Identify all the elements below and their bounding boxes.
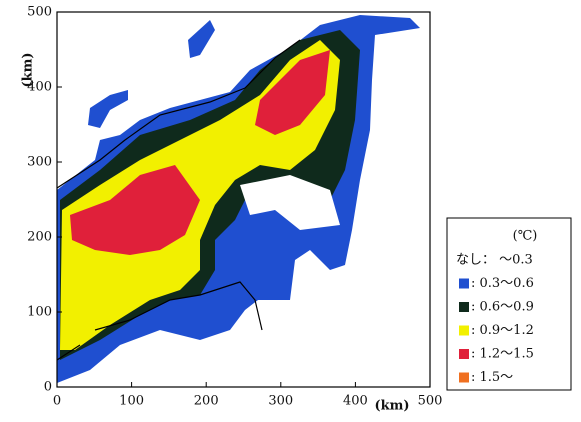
legend-label: なし： ～0.3 — [456, 253, 533, 268]
y-tick-label: 400 — [27, 80, 52, 95]
legend-label: : 1.2～1.5 — [471, 347, 534, 362]
coastline — [56, 39, 301, 361]
legend: なし： ～0.3 : 0.3～0.6 : 0.6～0.9 : 0.9～1.2 : 1.2… — [456, 253, 534, 386]
y-tick-label: 0 — [44, 380, 52, 395]
legend-label: : 0.3～0.6 — [471, 276, 534, 291]
y-tick-label: 300 — [27, 155, 52, 170]
x-tick-label: 300 — [268, 394, 293, 409]
region-blue — [88, 90, 128, 128]
y-tick-label: 100 — [27, 305, 52, 320]
x-tick-label: 200 — [194, 394, 219, 409]
y-tick-label: 200 — [27, 230, 52, 245]
plot-frame — [56, 11, 431, 388]
x-tick-label: 400 — [343, 394, 368, 409]
axes: 0 100 200 300 400 500 0 100 200 300 400 500 — [27, 5, 442, 409]
legend-swatch — [459, 372, 469, 383]
legend-swatch — [459, 278, 469, 289]
y-tick-label: 500 — [27, 5, 52, 20]
legend-unit: (℃) — [513, 229, 538, 244]
legend-label: : 0.6～0.9 — [471, 300, 534, 315]
x-tick-label: 500 — [418, 394, 443, 409]
region-blue — [188, 20, 215, 58]
legend-swatch — [459, 325, 469, 336]
legend-swatch — [459, 349, 469, 359]
x-tick-label: 0 — [53, 394, 61, 409]
legend-label: : 0.9～1.2 — [471, 323, 534, 338]
region-red — [255, 50, 330, 135]
region-white — [240, 175, 340, 230]
legend-swatch — [459, 302, 469, 312]
y-axis-label: (km) — [21, 52, 36, 87]
legend-label: : 1.5～ — [471, 370, 513, 385]
map-regions — [56, 15, 420, 383]
region-red — [70, 165, 200, 255]
x-tick-label: 100 — [119, 394, 144, 409]
x-axis-label: (km) — [374, 399, 409, 414]
